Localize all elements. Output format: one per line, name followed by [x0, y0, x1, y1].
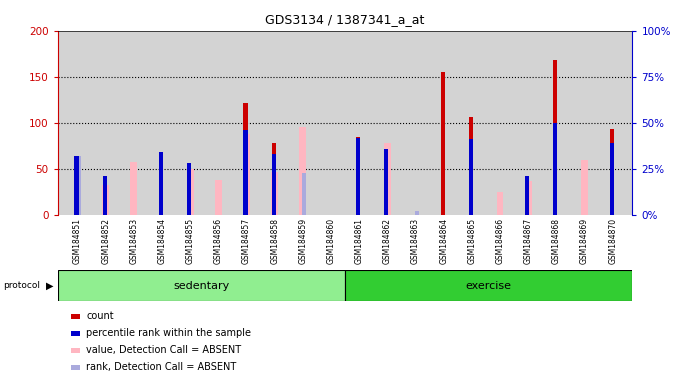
FancyBboxPatch shape	[345, 270, 632, 301]
Text: GSM184865: GSM184865	[467, 218, 477, 264]
Bar	[77, 156, 80, 215]
Bar	[187, 169, 194, 215]
Text: GSM184866: GSM184866	[496, 218, 505, 264]
Bar	[496, 192, 503, 215]
Bar	[554, 123, 558, 215]
Bar	[271, 143, 275, 215]
Bar	[525, 176, 529, 215]
Bar	[415, 211, 419, 215]
Bar	[581, 160, 588, 215]
Bar	[159, 152, 163, 215]
Text: exercise: exercise	[466, 281, 512, 291]
Text: GSM184863: GSM184863	[411, 218, 420, 264]
Text: GSM184861: GSM184861	[355, 218, 364, 264]
Text: count: count	[86, 311, 114, 321]
Text: GSM184862: GSM184862	[383, 218, 392, 264]
Text: GSM184856: GSM184856	[214, 218, 223, 264]
Text: rank, Detection Call = ABSENT: rank, Detection Call = ABSENT	[86, 362, 237, 372]
Text: GSM184869: GSM184869	[580, 218, 589, 264]
Bar	[384, 149, 388, 215]
Bar	[243, 103, 248, 215]
Text: GSM184854: GSM184854	[158, 218, 167, 264]
FancyBboxPatch shape	[58, 270, 345, 301]
Bar	[271, 172, 278, 215]
Bar	[102, 185, 109, 215]
Bar	[271, 154, 275, 215]
Text: GSM184868: GSM184868	[552, 218, 561, 264]
Text: value, Detection Call = ABSENT: value, Detection Call = ABSENT	[86, 345, 241, 355]
Text: GSM184851: GSM184851	[73, 218, 82, 264]
Bar	[215, 180, 222, 215]
Bar	[159, 152, 163, 215]
Bar	[610, 143, 613, 215]
Text: sedentary: sedentary	[173, 281, 230, 291]
Text: GDS3134 / 1387341_a_at: GDS3134 / 1387341_a_at	[265, 13, 425, 26]
Bar	[441, 72, 445, 215]
Bar	[243, 130, 248, 215]
Text: GSM184855: GSM184855	[186, 218, 194, 264]
Text: GSM184867: GSM184867	[524, 218, 532, 264]
Text: GSM184857: GSM184857	[242, 218, 251, 264]
Bar	[302, 173, 306, 215]
Bar	[74, 157, 81, 215]
Bar	[187, 164, 191, 215]
Bar	[610, 129, 613, 215]
Text: percentile rank within the sample: percentile rank within the sample	[86, 328, 252, 338]
Text: GSM184859: GSM184859	[299, 218, 307, 264]
Bar	[243, 134, 250, 215]
Bar	[356, 137, 360, 215]
Text: GSM184860: GSM184860	[326, 218, 335, 264]
Bar	[356, 137, 360, 215]
Bar	[469, 139, 473, 215]
Bar	[525, 181, 532, 215]
Text: GSM184852: GSM184852	[101, 218, 110, 264]
Bar	[103, 176, 107, 215]
Text: GSM184870: GSM184870	[608, 218, 617, 264]
Text: GSM184858: GSM184858	[270, 218, 279, 264]
Bar	[299, 127, 306, 215]
Bar	[554, 60, 558, 215]
Bar	[384, 143, 391, 215]
Bar	[75, 156, 78, 215]
Text: GSM184864: GSM184864	[439, 218, 448, 264]
Text: GSM184853: GSM184853	[129, 218, 138, 264]
Text: ▶: ▶	[46, 281, 54, 291]
Bar	[131, 162, 137, 215]
Bar	[469, 118, 473, 215]
Text: protocol: protocol	[3, 281, 40, 290]
